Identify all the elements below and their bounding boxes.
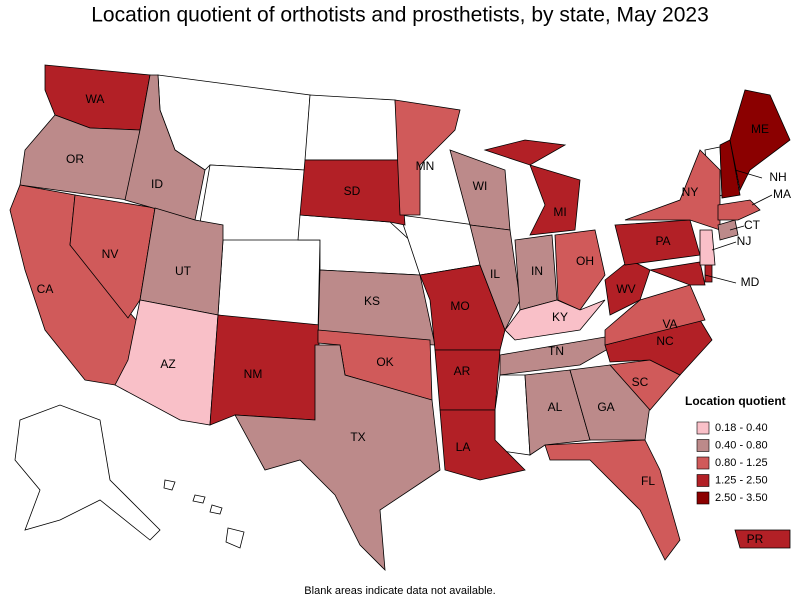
state-label: CT (744, 218, 761, 232)
state-label: PR (747, 532, 764, 546)
state (554, 229, 606, 311)
legend-title: Location quotient (685, 394, 786, 408)
state-label: MA (773, 187, 791, 201)
state-blank (494, 374, 531, 456)
legend-swatch (696, 421, 710, 435)
state-label: CA (37, 282, 54, 296)
state (483, 139, 567, 166)
state-blank (14, 404, 161, 541)
state-label: MI (553, 205, 566, 219)
state-label: PA (655, 234, 670, 248)
state-label: SD (344, 184, 361, 198)
state (209, 314, 321, 426)
state (234, 344, 441, 572)
state-label: ID (151, 177, 163, 191)
state (124, 74, 206, 221)
state (299, 159, 406, 226)
title: Location quotient of orthotists and pros… (91, 4, 709, 27)
state-label: MD (741, 275, 760, 289)
legend-swatch (696, 439, 710, 452)
legend-swatch (696, 456, 710, 470)
state-label: WI (473, 179, 488, 193)
state-label: NH (769, 170, 786, 184)
legend: Location quotient 0.18 - 0.40 0.40 - 0.80… (685, 394, 786, 505)
state-blank (192, 494, 206, 504)
state-blank (225, 527, 245, 549)
state-label: UT (175, 264, 192, 278)
state (504, 299, 606, 341)
state-label: AZ (160, 357, 175, 371)
state (734, 529, 791, 549)
state (529, 164, 581, 236)
legend-swatch (696, 474, 710, 487)
state (569, 364, 651, 441)
state-label: IN (531, 264, 543, 278)
state (717, 199, 761, 221)
state-label: VA (662, 317, 677, 331)
state-label: ME (751, 122, 769, 136)
state (394, 99, 461, 216)
state (69, 194, 156, 319)
state-label: IL (490, 267, 500, 281)
blank-states (14, 74, 723, 549)
state-label: OR (66, 152, 84, 166)
state-label: AR (454, 364, 471, 378)
state-label: AL (548, 400, 563, 414)
state (719, 139, 741, 199)
state (699, 229, 716, 266)
legend-label: 0.80 - 1.25 (715, 457, 768, 469)
state-label: MN (416, 159, 435, 173)
legend-label: 0.18 - 0.40 (715, 422, 768, 434)
state-label: WV (616, 282, 635, 296)
state-blank (304, 94, 401, 161)
state-label: TN (548, 344, 564, 358)
legend-label: 0.40 - 0.80 (715, 439, 768, 451)
state-label: SC (632, 375, 649, 389)
state-label: KS (364, 294, 380, 308)
state-label: NM (244, 367, 263, 381)
state (434, 349, 501, 411)
state-label: NC (656, 334, 674, 348)
state-label: NV (102, 247, 119, 261)
state (624, 149, 721, 231)
state-blank (209, 504, 223, 515)
state (604, 284, 706, 346)
state-label: OK (376, 355, 393, 369)
state-label: GA (597, 400, 614, 414)
state-label: TX (350, 430, 365, 444)
state-label: LA (456, 440, 471, 454)
state (729, 89, 791, 192)
state (139, 207, 224, 316)
note: Blank areas indicate data not available. (304, 585, 495, 597)
state-label: OH (576, 254, 594, 268)
state-label: KY (552, 310, 568, 324)
state-label: NJ (737, 234, 752, 248)
states: WA OR CA NV ID UT AZ NM SD KS OK TX MN MO AR LA WI IL MI IN… (9, 64, 791, 572)
state-label: NY (682, 185, 699, 199)
state (544, 439, 681, 561)
state-blank (163, 479, 176, 491)
state-label: MO (450, 299, 469, 313)
state-label: FL (641, 474, 655, 488)
state (524, 369, 591, 456)
state (439, 409, 526, 481)
legend-label: 2.50 - 3.50 (715, 492, 768, 504)
legend-swatch (696, 491, 710, 505)
state (499, 336, 616, 376)
state (648, 261, 706, 286)
state (717, 219, 739, 241)
state (469, 224, 521, 331)
leader-lines (704, 169, 773, 284)
state-label: WA (86, 92, 105, 106)
legend-label: 1.25 - 2.50 (715, 474, 768, 486)
